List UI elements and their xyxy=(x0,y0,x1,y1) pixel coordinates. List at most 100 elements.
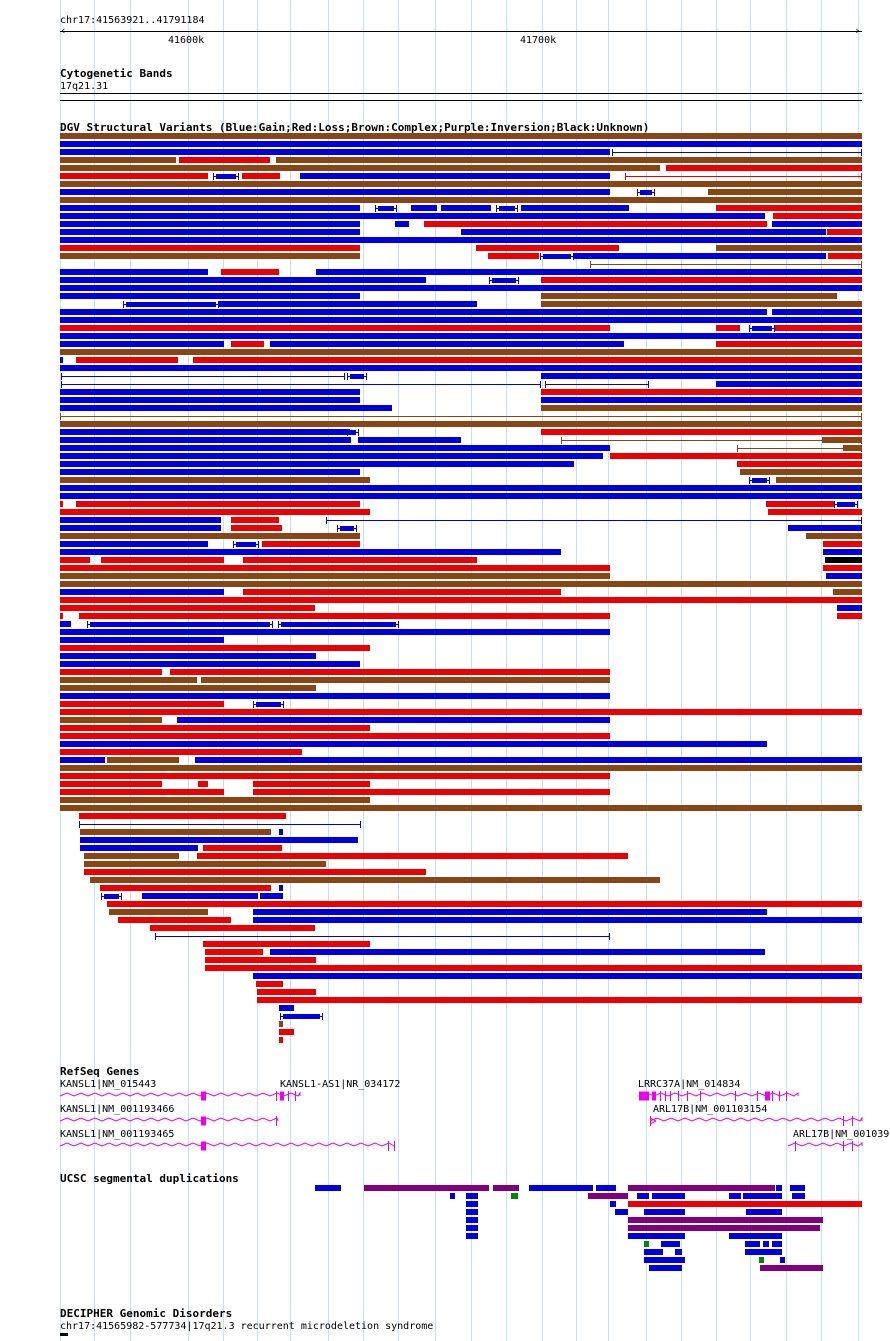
gain-feature[interactable] xyxy=(279,885,283,891)
complex-feature[interactable] xyxy=(60,477,370,483)
gain-feature[interactable] xyxy=(716,381,862,387)
loss-feature[interactable] xyxy=(262,541,360,547)
loss-feature[interactable] xyxy=(253,789,610,795)
gain-feature[interactable] xyxy=(441,205,491,211)
gain-feature[interactable] xyxy=(60,525,221,531)
complex-feature[interactable] xyxy=(561,440,862,441)
complex-feature[interactable] xyxy=(776,477,862,483)
gain-feature[interactable] xyxy=(661,1241,680,1247)
gain-feature[interactable] xyxy=(60,205,360,211)
gain-feature[interactable] xyxy=(253,909,767,915)
complex-feature[interactable] xyxy=(60,765,862,771)
gain-feature[interactable] xyxy=(574,253,826,259)
gain-feature[interactable] xyxy=(746,1209,782,1215)
gain-feature[interactable] xyxy=(60,149,610,155)
loss-feature[interactable] xyxy=(625,176,862,177)
complex-feature[interactable] xyxy=(90,877,660,883)
complex-feature[interactable] xyxy=(60,157,176,163)
complex-feature[interactable] xyxy=(822,437,862,443)
gene-exon[interactable] xyxy=(735,1091,736,1101)
loss-feature[interactable] xyxy=(60,565,610,571)
gain-feature[interactable] xyxy=(279,1005,294,1011)
loss-feature[interactable] xyxy=(60,245,360,251)
gain-feature[interactable] xyxy=(60,285,862,291)
gain-feature[interactable] xyxy=(60,637,224,643)
complex-feature[interactable] xyxy=(60,533,360,539)
loss-feature[interactable] xyxy=(837,613,862,619)
loss-feature[interactable] xyxy=(775,325,862,331)
loss-feature[interactable] xyxy=(76,357,178,363)
complex-feature[interactable] xyxy=(541,293,837,299)
gain-feature[interactable] xyxy=(450,1193,455,1199)
loss-feature[interactable] xyxy=(823,565,862,571)
loss-feature[interactable] xyxy=(60,509,370,515)
gain-feature[interactable] xyxy=(461,229,826,235)
gain-feature[interactable] xyxy=(60,453,603,459)
segdup-feature[interactable] xyxy=(644,1241,649,1247)
complex-feature[interactable] xyxy=(60,805,862,811)
gain-feature[interactable] xyxy=(177,717,610,723)
complex-feature[interactable] xyxy=(740,469,862,475)
gain-feature[interactable] xyxy=(61,384,541,385)
gain-feature[interactable] xyxy=(637,1193,649,1199)
segdup-feature[interactable] xyxy=(759,1257,764,1263)
loss-feature[interactable] xyxy=(279,1037,283,1043)
gain-feature[interactable] xyxy=(270,949,765,955)
gain-feature[interactable] xyxy=(823,549,862,555)
gene-exon[interactable] xyxy=(765,1091,770,1101)
gain-feature[interactable] xyxy=(466,1217,478,1223)
gene-exon[interactable] xyxy=(276,1091,277,1101)
loss-feature[interactable] xyxy=(60,789,224,795)
gene-exon[interactable] xyxy=(388,1141,389,1151)
gain-feature[interactable] xyxy=(60,629,610,635)
gain-feature[interactable] xyxy=(541,373,862,379)
gene-exon[interactable] xyxy=(687,1091,688,1101)
gain-feature[interactable] xyxy=(60,437,351,443)
complex-feature[interactable] xyxy=(80,829,271,835)
gain-feature[interactable] xyxy=(541,397,862,403)
gene-exon[interactable] xyxy=(665,1091,666,1101)
inversion-feature[interactable] xyxy=(588,1193,628,1199)
gain-feature[interactable] xyxy=(60,445,610,451)
loss-feature[interactable] xyxy=(827,229,862,235)
gene-exon[interactable] xyxy=(852,1116,853,1126)
loss-feature[interactable] xyxy=(79,813,286,819)
complex-feature[interactable] xyxy=(806,533,862,539)
complex-feature[interactable] xyxy=(60,253,360,259)
gain-feature[interactable] xyxy=(772,1241,782,1247)
gain-feature[interactable] xyxy=(466,1233,478,1239)
unknown-feature[interactable] xyxy=(825,557,862,563)
complex-feature[interactable] xyxy=(107,757,179,763)
loss-feature[interactable] xyxy=(737,461,862,467)
gain-feature[interactable] xyxy=(466,1201,478,1207)
complex-feature[interactable] xyxy=(60,181,862,187)
decipher-feature[interactable] xyxy=(60,1333,68,1336)
gain-feature[interactable] xyxy=(743,1193,782,1199)
loss-feature[interactable] xyxy=(231,341,264,347)
gene-exon[interactable] xyxy=(201,1141,206,1151)
gene-exon[interactable] xyxy=(700,1091,701,1101)
loss-feature[interactable] xyxy=(60,613,63,619)
complex-feature[interactable] xyxy=(60,797,370,803)
loss-feature[interactable] xyxy=(205,965,862,971)
gene-exon[interactable] xyxy=(757,1091,758,1101)
loss-feature[interactable] xyxy=(60,605,315,611)
loss-feature[interactable] xyxy=(60,733,610,739)
gain-feature[interactable] xyxy=(729,1233,782,1239)
complex-feature[interactable] xyxy=(716,245,862,251)
loss-feature[interactable] xyxy=(424,221,767,227)
gain-feature[interactable] xyxy=(60,517,221,523)
gain-feature[interactable] xyxy=(644,1249,663,1255)
loss-feature[interactable] xyxy=(60,773,610,779)
gain-feature[interactable] xyxy=(60,541,208,547)
gene-exon[interactable] xyxy=(639,1091,649,1101)
loss-feature[interactable] xyxy=(610,453,862,459)
gain-feature[interactable] xyxy=(60,405,392,411)
gene-exon[interactable] xyxy=(843,1141,844,1151)
gain-feature[interactable] xyxy=(60,213,765,219)
loss-feature[interactable] xyxy=(828,253,862,259)
gain-feature[interactable] xyxy=(60,469,360,475)
complex-feature[interactable] xyxy=(541,301,862,307)
gain-feature[interactable] xyxy=(60,485,862,491)
loss-feature[interactable] xyxy=(221,269,279,275)
